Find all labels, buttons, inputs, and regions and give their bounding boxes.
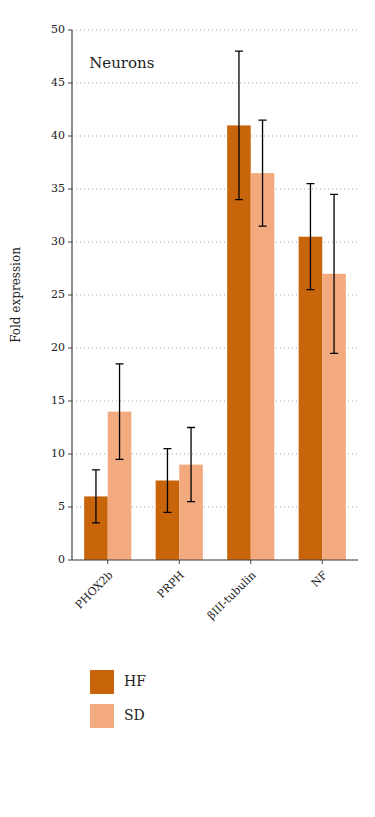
y-tick-label: 15 xyxy=(51,394,65,407)
y-tick-label: 50 xyxy=(51,23,65,36)
y-tick-label: 10 xyxy=(51,447,65,460)
y-tick-label: 45 xyxy=(51,76,65,89)
chart-svg: 0 5 10 15 20 25 30 35 40 45 50 PHOX2b PRPH βIII-tubul… xyxy=(0,0,375,817)
x-tick-label: βIII-tubulin xyxy=(205,569,259,623)
x-tick-label: PHOX2b xyxy=(73,569,116,612)
x-tick-label: NF xyxy=(309,568,331,590)
y-axis-label: Fold expression xyxy=(9,247,23,343)
grid xyxy=(72,30,358,560)
legend-swatch xyxy=(90,704,114,728)
bars xyxy=(84,125,346,560)
x-tick xyxy=(107,560,108,564)
series xyxy=(84,125,322,560)
chart-container: 0 5 10 15 20 25 30 35 40 45 50 PHOX2b PRPH βIII-tubul… xyxy=(0,0,375,817)
error-bar xyxy=(92,470,100,523)
error-bar xyxy=(163,449,171,513)
y-tick-label: 20 xyxy=(51,341,65,354)
error-bars xyxy=(92,51,338,523)
error-bar xyxy=(330,194,338,353)
error-bar xyxy=(187,428,195,502)
y-tick-label: 5 xyxy=(58,500,65,513)
legend-swatch xyxy=(90,670,114,694)
x-tick xyxy=(250,560,251,564)
grid-line xyxy=(72,136,358,137)
grid-line xyxy=(72,30,358,31)
grid-line xyxy=(72,83,358,84)
y-ticks: 0 5 10 15 20 25 30 35 40 45 50 xyxy=(51,23,72,566)
y-tick-label: 40 xyxy=(51,129,65,142)
chart-title: Neurons xyxy=(89,54,154,72)
grid-line xyxy=(72,560,358,561)
y-tick-label: 30 xyxy=(51,235,65,248)
grid-line xyxy=(72,189,358,190)
y-tick-label: 25 xyxy=(51,288,65,301)
x-ticks: PHOX2b PRPH βIII-tubulin NF xyxy=(73,560,331,622)
x-tick xyxy=(322,560,323,564)
series xyxy=(108,173,346,560)
y-tick-label: 0 xyxy=(58,553,65,566)
legend-label: HF xyxy=(124,673,146,689)
legend-label: SD xyxy=(124,707,145,723)
error-bar xyxy=(306,184,314,290)
x-tick xyxy=(179,560,180,564)
x-axis-line xyxy=(72,559,358,560)
error-bar xyxy=(259,120,267,226)
bar xyxy=(251,173,275,560)
y-tick-label: 35 xyxy=(51,182,65,195)
error-bar xyxy=(116,364,124,459)
y-axis-line xyxy=(71,30,72,560)
legend: HF SD xyxy=(90,670,146,728)
x-tick-label: PRPH xyxy=(155,569,187,601)
error-bar xyxy=(235,51,243,199)
